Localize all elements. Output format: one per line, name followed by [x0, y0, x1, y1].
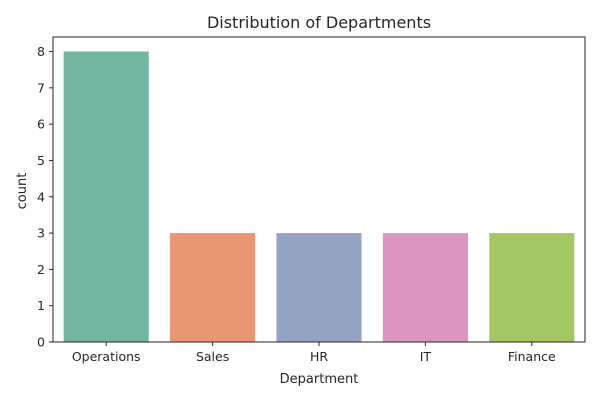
- y-ticks-group: 0 1 2 3 4 5 6 7 8: [37, 44, 53, 350]
- y-axis-label: count: [15, 173, 30, 210]
- bar-hr: [276, 233, 362, 342]
- x-tick-label: IT: [420, 349, 432, 364]
- x-tick-label: HR: [310, 349, 328, 364]
- y-tick-label: 8: [37, 44, 45, 59]
- y-tick-label: 2: [37, 262, 45, 277]
- x-axis-label: Department: [280, 372, 359, 387]
- bar-it: [382, 233, 468, 342]
- y-tick-label: 7: [37, 80, 45, 95]
- y-tick-label: 4: [37, 189, 45, 204]
- y-tick-label: 1: [37, 298, 45, 313]
- x-tick-label: Operations: [72, 349, 141, 364]
- x-ticks-group: Operations Sales HR IT Finance: [72, 342, 556, 364]
- y-tick-label: 6: [37, 117, 45, 132]
- bar-operations: [63, 51, 149, 343]
- y-tick-label: 0: [37, 335, 45, 350]
- x-tick-label: Finance: [508, 349, 556, 364]
- bars-group: [63, 51, 575, 343]
- y-tick-label: 5: [37, 153, 45, 168]
- bar-sales: [170, 233, 256, 342]
- plot-frame: [52, 36, 586, 343]
- y-tick-label: 3: [37, 226, 45, 241]
- bar-finance: [489, 233, 575, 342]
- x-tick-label: Sales: [196, 349, 229, 364]
- chart-title: Distribution of Departments: [207, 13, 431, 32]
